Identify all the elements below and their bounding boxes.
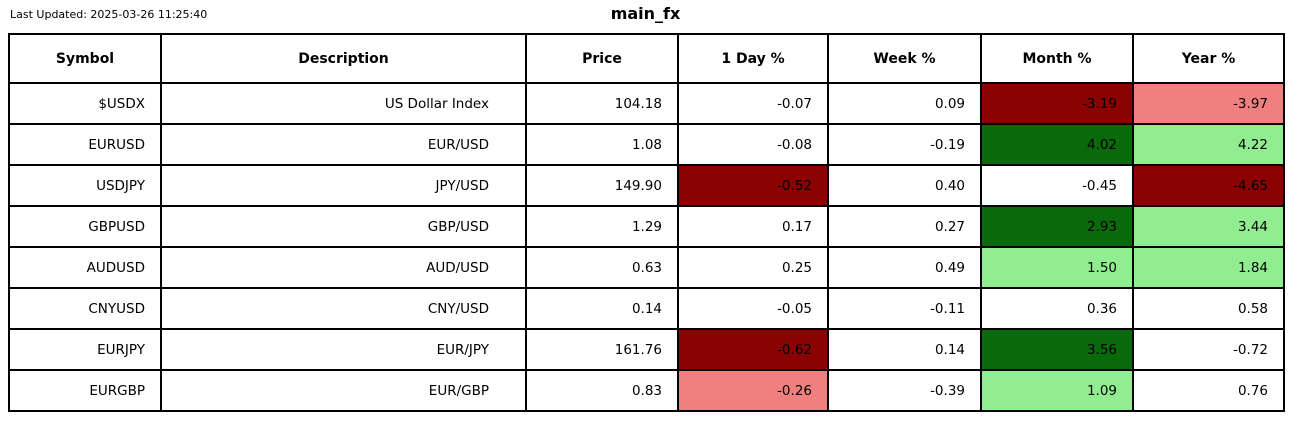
- day-change-cell: 0.17: [677, 205, 829, 248]
- table-row: USDJPY JPY/USD 149.90 -0.52 0.40 -0.45 -…: [8, 164, 1285, 207]
- year-change-cell: 1.84: [1132, 246, 1285, 289]
- table-row: CNYUSD CNY/USD 0.14 -0.05 -0.11 0.36 0.5…: [8, 287, 1285, 330]
- month-change-cell: 0.36: [980, 287, 1134, 330]
- week-change-cell: 0.09: [827, 82, 982, 125]
- table-row: EURGBP EUR/GBP 0.83 -0.26 -0.39 1.09 0.7…: [8, 369, 1285, 412]
- year-change-cell: 0.76: [1132, 369, 1285, 412]
- price-cell: 149.90: [525, 164, 679, 207]
- week-change-cell: 0.40: [827, 164, 982, 207]
- fx-table: Symbol Description Price 1 Day % Week % …: [8, 33, 1285, 412]
- symbol-cell: USDJPY: [8, 164, 162, 207]
- month-change-cell: 3.56: [980, 328, 1134, 371]
- month-change-cell: -0.45: [980, 164, 1134, 207]
- column-header-description: Description: [160, 33, 527, 84]
- symbol-cell: AUDUSD: [8, 246, 162, 289]
- table-header-row: Symbol Description Price 1 Day % Week % …: [8, 33, 1285, 84]
- symbol-cell: CNYUSD: [8, 287, 162, 330]
- symbol-cell: EURJPY: [8, 328, 162, 371]
- description-cell: AUD/USD: [160, 246, 527, 289]
- price-cell: 104.18: [525, 82, 679, 125]
- symbol-cell: EURUSD: [8, 123, 162, 166]
- column-header-symbol: Symbol: [8, 33, 162, 84]
- week-change-cell: 0.27: [827, 205, 982, 248]
- table-row: AUDUSD AUD/USD 0.63 0.25 0.49 1.50 1.84: [8, 246, 1285, 289]
- week-change-cell: -0.19: [827, 123, 982, 166]
- month-change-cell: 4.02: [980, 123, 1134, 166]
- day-change-cell: -0.52: [677, 164, 829, 207]
- description-cell: CNY/USD: [160, 287, 527, 330]
- year-change-cell: 3.44: [1132, 205, 1285, 248]
- price-cell: 161.76: [525, 328, 679, 371]
- week-change-cell: -0.11: [827, 287, 982, 330]
- week-change-cell: 0.49: [827, 246, 982, 289]
- year-change-cell: 4.22: [1132, 123, 1285, 166]
- table-row: GBPUSD GBP/USD 1.29 0.17 0.27 2.93 3.44: [8, 205, 1285, 248]
- month-change-cell: 2.93: [980, 205, 1134, 248]
- symbol-cell: EURGBP: [8, 369, 162, 412]
- description-cell: EUR/JPY: [160, 328, 527, 371]
- price-cell: 0.14: [525, 287, 679, 330]
- month-change-cell: 1.09: [980, 369, 1134, 412]
- day-change-cell: -0.05: [677, 287, 829, 330]
- table-row: EURUSD EUR/USD 1.08 -0.08 -0.19 4.02 4.2…: [8, 123, 1285, 166]
- price-cell: 0.63: [525, 246, 679, 289]
- day-change-cell: -0.08: [677, 123, 829, 166]
- description-cell: JPY/USD: [160, 164, 527, 207]
- year-change-cell: -3.97: [1132, 82, 1285, 125]
- year-change-cell: -0.72: [1132, 328, 1285, 371]
- column-header-1day: 1 Day %: [677, 33, 829, 84]
- year-change-cell: 0.58: [1132, 287, 1285, 330]
- day-change-cell: -0.62: [677, 328, 829, 371]
- description-cell: EUR/GBP: [160, 369, 527, 412]
- column-header-year: Year %: [1132, 33, 1285, 84]
- week-change-cell: 0.14: [827, 328, 982, 371]
- price-cell: 1.29: [525, 205, 679, 248]
- price-cell: 1.08: [525, 123, 679, 166]
- table-row: EURJPY EUR/JPY 161.76 -0.62 0.14 3.56 -0…: [8, 328, 1285, 371]
- column-header-week: Week %: [827, 33, 982, 84]
- year-change-cell: -4.65: [1132, 164, 1285, 207]
- page-title: main_fx: [610, 4, 681, 23]
- column-header-price: Price: [525, 33, 679, 84]
- table-row: $USDX US Dollar Index 104.18 -0.07 0.09 …: [8, 82, 1285, 125]
- symbol-cell: $USDX: [8, 82, 162, 125]
- week-change-cell: -0.39: [827, 369, 982, 412]
- last-updated-timestamp: Last Updated: 2025-03-26 11:25:40: [10, 8, 208, 21]
- day-change-cell: -0.07: [677, 82, 829, 125]
- column-header-month: Month %: [980, 33, 1134, 84]
- description-cell: US Dollar Index: [160, 82, 527, 125]
- month-change-cell: -3.19: [980, 82, 1134, 125]
- price-cell: 0.83: [525, 369, 679, 412]
- day-change-cell: -0.26: [677, 369, 829, 412]
- description-cell: EUR/USD: [160, 123, 527, 166]
- symbol-cell: GBPUSD: [8, 205, 162, 248]
- description-cell: GBP/USD: [160, 205, 527, 248]
- day-change-cell: 0.25: [677, 246, 829, 289]
- month-change-cell: 1.50: [980, 246, 1134, 289]
